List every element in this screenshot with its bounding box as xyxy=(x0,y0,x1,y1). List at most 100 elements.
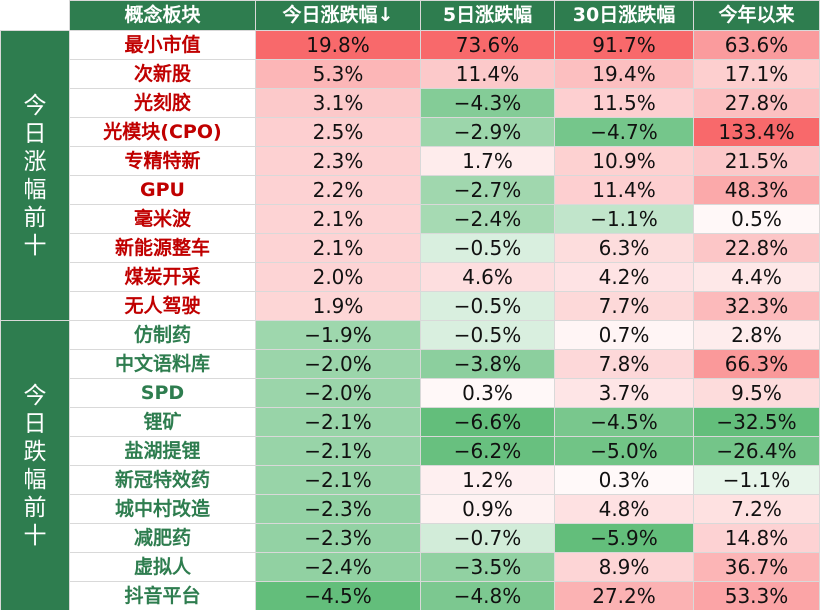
sector-name[interactable]: 光刻胶 xyxy=(69,88,256,118)
sector-name[interactable]: 新能源整车 xyxy=(69,233,256,263)
cell-today-change: 3.1% xyxy=(255,88,421,118)
cell-ytd-change: 0.5% xyxy=(693,204,820,234)
cell-today-change: −1.9% xyxy=(255,320,421,350)
group-label-char: 今 xyxy=(23,92,47,119)
cell-today-change: −2.0% xyxy=(255,378,421,408)
table-row[interactable]: 中文语料库 −2.0% −3.8% 7.8% 66.3% xyxy=(1,349,820,379)
cell-today-change: 2.2% xyxy=(255,175,421,205)
cell-today-change: 2.5% xyxy=(255,117,421,147)
cell-ytd-change: 32.3% xyxy=(693,291,820,321)
cell-30day-change: 0.3% xyxy=(554,465,694,495)
group-label-char: 十 xyxy=(23,232,47,259)
cell-30day-change: −1.1% xyxy=(554,204,694,234)
cell-30day-change: 10.9% xyxy=(554,146,694,176)
table-row[interactable]: 光刻胶 3.1% −4.3% 11.5% 27.8% xyxy=(1,88,820,118)
cell-30day-change: 7.7% xyxy=(554,291,694,321)
cell-5day-change: −3.8% xyxy=(420,349,555,379)
cell-30day-change: 11.4% xyxy=(554,175,694,205)
sector-name[interactable]: 锂矿 xyxy=(69,407,256,437)
sector-name[interactable]: 盐湖提锂 xyxy=(69,436,256,466)
cell-today-change: −2.4% xyxy=(255,552,421,582)
cell-5day-change: 73.6% xyxy=(420,30,555,60)
cell-ytd-change: 133.4% xyxy=(693,117,820,147)
sector-name[interactable]: 煤炭开采 xyxy=(69,262,256,292)
cell-30day-change: −5.0% xyxy=(554,436,694,466)
cell-ytd-change: 27.8% xyxy=(693,88,820,118)
table-row[interactable]: 城中村改造 −2.3% 0.9% 4.8% 7.2% xyxy=(1,494,820,524)
cell-30day-change: 0.7% xyxy=(554,320,694,350)
table-row[interactable]: 抖音平台 −4.5% −4.8% 27.2% 53.3% xyxy=(1,581,820,610)
cell-5day-change: 1.2% xyxy=(420,465,555,495)
table-row[interactable]: 毫米波 2.1% −2.4% −1.1% 0.5% xyxy=(1,204,820,234)
header-sector[interactable]: 概念板块 xyxy=(69,0,256,31)
sector-name[interactable]: 减肥药 xyxy=(69,523,256,553)
cell-5day-change: −3.5% xyxy=(420,552,555,582)
sector-name[interactable]: 中文语料库 xyxy=(69,349,256,379)
sector-name[interactable]: 虚拟人 xyxy=(69,552,256,582)
table-row[interactable]: SPD −2.0% 0.3% 3.7% 9.5% xyxy=(1,378,820,408)
cell-ytd-change: 17.1% xyxy=(693,59,820,89)
table-row[interactable]: 盐湖提锂 −2.1% −6.2% −5.0% −26.4% xyxy=(1,436,820,466)
table-row[interactable]: 新能源整车 2.1% −0.5% 6.3% 22.8% xyxy=(1,233,820,263)
sector-name[interactable]: 次新股 xyxy=(69,59,256,89)
sector-name[interactable]: 仿制药 xyxy=(69,320,256,350)
group-label-char: 跌 xyxy=(23,438,47,465)
sector-name[interactable]: 光模块(CPO) xyxy=(69,117,256,147)
table-row[interactable]: 无人驾驶 1.9% −0.5% 7.7% 32.3% xyxy=(1,291,820,321)
cell-ytd-change: 7.2% xyxy=(693,494,820,524)
table-row[interactable]: 专精特新 2.3% 1.7% 10.9% 21.5% xyxy=(1,146,820,176)
cell-ytd-change: −1.1% xyxy=(693,465,820,495)
sector-name[interactable]: GPU xyxy=(69,175,256,205)
cell-30day-change: 7.8% xyxy=(554,349,694,379)
sector-name[interactable]: 专精特新 xyxy=(69,146,256,176)
cell-today-change: 2.3% xyxy=(255,146,421,176)
table-row[interactable]: 光模块(CPO) 2.5% −2.9% −4.7% 133.4% xyxy=(1,117,820,147)
cell-today-change: −2.1% xyxy=(255,407,421,437)
cell-ytd-change: 63.6% xyxy=(693,30,820,60)
sector-name[interactable]: 无人驾驶 xyxy=(69,291,256,321)
cell-5day-change: −0.5% xyxy=(420,320,555,350)
table-row[interactable]: 今日跌幅前十仿制药 −1.9% −0.5% 0.7% 2.8% xyxy=(0,320,820,610)
group-label-top-losers: 今日跌幅前十 xyxy=(0,320,70,610)
table-row[interactable]: 虚拟人 −2.4% −3.5% 8.9% 36.7% xyxy=(1,552,820,582)
cell-ytd-change: 66.3% xyxy=(693,349,820,379)
sector-name[interactable]: 毫米波 xyxy=(69,204,256,234)
group-label-char: 涨 xyxy=(23,148,47,175)
cell-5day-change: −2.7% xyxy=(420,175,555,205)
group-label-char: 幅 xyxy=(23,466,47,493)
cell-today-change: −2.0% xyxy=(255,349,421,379)
table-row[interactable]: 减肥药 −2.3% −0.7% −5.9% 14.8% xyxy=(1,523,820,553)
cell-ytd-change: 53.3% xyxy=(693,581,820,610)
cell-ytd-change: 22.8% xyxy=(693,233,820,263)
cell-5day-change: 0.9% xyxy=(420,494,555,524)
cell-5day-change: 1.7% xyxy=(420,146,555,176)
table-row[interactable]: 今日涨幅前十最小市值 19.8% 73.6% 91.7% 63.6% xyxy=(0,30,820,321)
cell-ytd-change: 36.7% xyxy=(693,552,820,582)
cell-30day-change: 4.2% xyxy=(554,262,694,292)
cell-30day-change: 27.2% xyxy=(554,581,694,610)
sector-name[interactable]: 抖音平台 xyxy=(69,581,256,610)
table-row[interactable]: 新冠特效药 −2.1% 1.2% 0.3% −1.1% xyxy=(1,465,820,495)
sector-name[interactable]: 最小市值 xyxy=(69,30,256,60)
table-row[interactable]: 煤炭开采 2.0% 4.6% 4.2% 4.4% xyxy=(1,262,820,292)
cell-today-change: −2.3% xyxy=(255,494,421,524)
header-5day-change[interactable]: 5日涨跌幅 xyxy=(420,0,555,31)
table-row[interactable]: 锂矿 −2.1% −6.6% −4.5% −32.5% xyxy=(1,407,820,437)
table-row[interactable]: 次新股 5.3% 11.4% 19.4% 17.1% xyxy=(1,59,820,89)
header-row: 概念板块 今日涨跌幅↓ 5日涨跌幅 30日涨跌幅 今年以来 xyxy=(0,0,820,31)
header-ytd-change[interactable]: 今年以来 xyxy=(693,0,820,31)
sector-name[interactable]: SPD xyxy=(69,378,256,408)
sector-name[interactable]: 新冠特效药 xyxy=(69,465,256,495)
header-today-change[interactable]: 今日涨跌幅↓ xyxy=(255,0,421,31)
sector-name[interactable]: 城中村改造 xyxy=(69,494,256,524)
cell-ytd-change: 9.5% xyxy=(693,378,820,408)
header-30day-change[interactable]: 30日涨跌幅 xyxy=(554,0,694,31)
table-row[interactable]: GPU 2.2% −2.7% 11.4% 48.3% xyxy=(1,175,820,205)
cell-30day-change: 4.8% xyxy=(554,494,694,524)
cell-ytd-change: −32.5% xyxy=(693,407,820,437)
cell-5day-change: −2.9% xyxy=(420,117,555,147)
cell-today-change: −2.1% xyxy=(255,465,421,495)
cell-5day-change: 11.4% xyxy=(420,59,555,89)
cell-5day-change: 0.3% xyxy=(420,378,555,408)
